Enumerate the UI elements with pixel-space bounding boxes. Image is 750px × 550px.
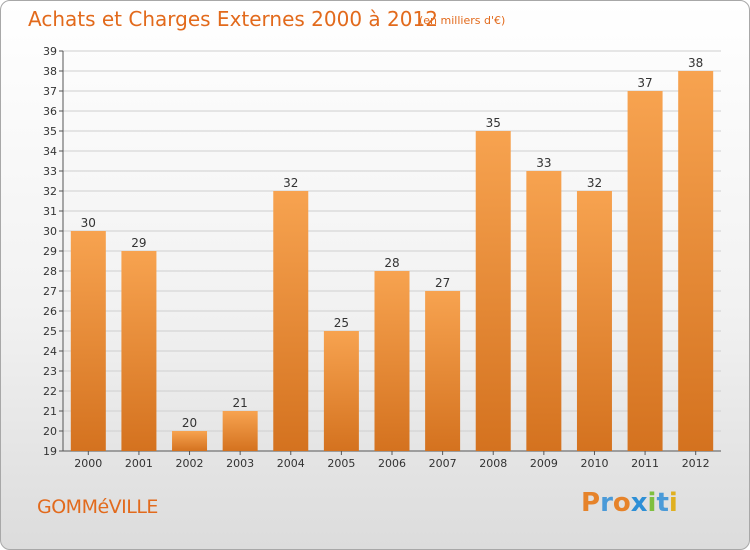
x-tick-label-2000: 2000 (74, 457, 102, 470)
x-tick-label-2012: 2012 (682, 457, 710, 470)
y-tick-label: 33 (43, 165, 57, 178)
chart-title: Achats et Charges Externes 2000 à 2012 (28, 7, 438, 31)
bars (70, 71, 714, 451)
logo-letter: i (647, 488, 657, 518)
y-tick-label: 34 (43, 145, 57, 158)
y-tick-label: 25 (43, 325, 57, 338)
y-tick-label: 20 (43, 425, 57, 438)
y-tick-label: 29 (43, 245, 57, 258)
x-tick-label-2009: 2009 (530, 457, 558, 470)
y-tick-label: 30 (43, 225, 57, 238)
logo-letter: o (612, 488, 631, 518)
x-tick-label-2006: 2006 (378, 457, 406, 470)
y-tick-label: 37 (43, 85, 57, 98)
logo-letter: x (630, 488, 648, 518)
data-label-2009: 33 (536, 156, 551, 170)
y-tick-label: 28 (43, 265, 57, 278)
bar-2008 (475, 131, 511, 451)
y-tick-label: 21 (43, 405, 57, 418)
place-name: GOMMéVILLE (37, 496, 158, 518)
logo-letter: t (656, 488, 669, 518)
y-tick-label: 32 (43, 185, 57, 198)
bar-2002 (172, 431, 208, 451)
data-label-2005: 25 (334, 316, 349, 330)
x-tick-label-2002: 2002 (176, 457, 204, 470)
data-label-2012: 38 (688, 56, 703, 70)
data-label-2003: 21 (233, 396, 248, 410)
y-tick-label: 19 (43, 445, 57, 458)
y-tick-label: 39 (43, 45, 57, 58)
bar-2001 (121, 251, 157, 451)
y-tick-label: 23 (43, 365, 57, 378)
y-tick-label: 38 (43, 65, 57, 78)
data-label-2000: 30 (81, 216, 96, 230)
x-tick-label-2007: 2007 (429, 457, 457, 470)
data-label-2008: 35 (486, 116, 501, 130)
logo-letter: P (581, 488, 601, 518)
bar-2003 (222, 411, 258, 451)
data-label-2010: 32 (587, 176, 602, 190)
x-tick-label-2004: 2004 (277, 457, 305, 470)
bar-2005 (323, 331, 359, 451)
x-tick-label-2005: 2005 (327, 457, 355, 470)
bar-2011 (627, 91, 663, 451)
x-tick-label-2008: 2008 (479, 457, 507, 470)
x-tick-label-2001: 2001 (125, 457, 153, 470)
y-tick-label: 26 (43, 305, 57, 318)
data-labels: 30 29 20 21 32 25 28 27 35 33 32 37 38 (81, 56, 704, 430)
data-label-2004: 32 (283, 176, 298, 190)
y-tick-label: 35 (43, 125, 57, 138)
bar-2012 (678, 71, 714, 451)
bar-2009 (526, 171, 562, 451)
data-label-2002: 20 (182, 416, 197, 430)
bar-2000 (70, 231, 106, 451)
data-label-2006: 28 (384, 256, 399, 270)
x-tick-label-2011: 2011 (631, 457, 659, 470)
logo-letter: r (600, 488, 613, 518)
logo-letter: i (668, 488, 678, 518)
y-tick-label: 27 (43, 285, 57, 298)
data-label-2011: 37 (637, 76, 652, 90)
data-label-2007: 27 (435, 276, 450, 290)
bar-2006 (374, 271, 410, 451)
data-label-2001: 29 (131, 236, 146, 250)
bar-2010 (576, 191, 612, 451)
unit-note: (en milliers d'€) (419, 14, 506, 27)
x-tick-label-2003: 2003 (226, 457, 254, 470)
x-tick-label-2010: 2010 (580, 457, 608, 470)
bar-2007 (425, 291, 461, 451)
y-tick-label: 31 (43, 205, 57, 218)
y-tick-label: 22 (43, 385, 57, 398)
y-tick-label: 24 (43, 345, 57, 358)
y-tick-label: 36 (43, 105, 57, 118)
proxiti-logo[interactable]: Proxiti (581, 488, 678, 518)
bar-2004 (273, 191, 309, 451)
